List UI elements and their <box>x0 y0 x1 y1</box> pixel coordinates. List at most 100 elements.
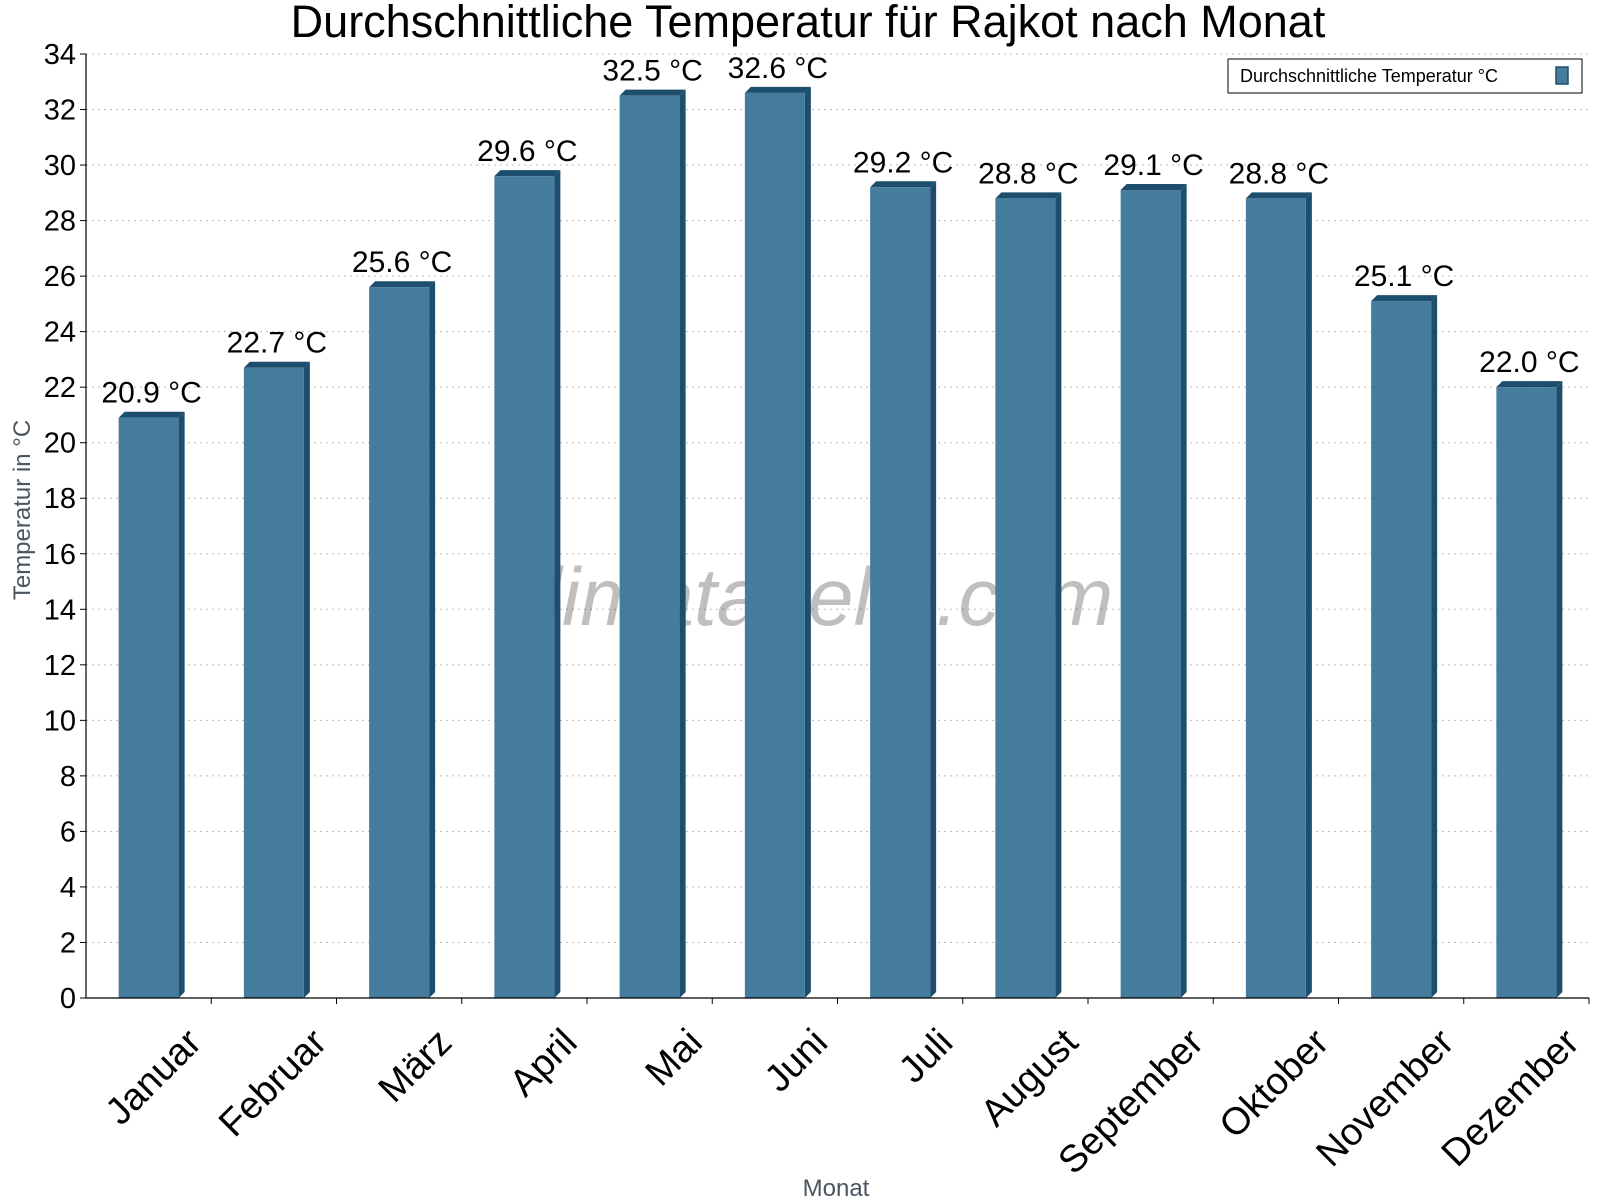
bar-top <box>744 86 811 93</box>
data-labels: 20.9 °C 22.7 °C 25.6 °C 29.6 °C 32.5 °C 32.6 … <box>101 52 1579 410</box>
data-label: 28.8 °C <box>1229 157 1329 190</box>
data-label: 22.7 °C <box>227 327 327 360</box>
y-tick-label: 18 <box>44 483 76 515</box>
bar-august <box>995 192 1062 998</box>
bar-juni <box>744 86 811 998</box>
y-tick-label: 6 <box>60 816 76 848</box>
x-axis-label: Monat <box>803 1175 870 1200</box>
bar-oktober <box>1245 192 1312 998</box>
bar-top <box>1245 192 1312 199</box>
bar-februar <box>243 361 310 998</box>
bar-side <box>679 89 686 999</box>
bar-top <box>1120 184 1187 191</box>
bar-side <box>1055 192 1062 998</box>
bar-front <box>1371 301 1432 998</box>
data-label: 20.9 °C <box>101 377 201 410</box>
data-label: 25.6 °C <box>352 246 452 279</box>
bar-april <box>494 170 561 999</box>
bar-front <box>619 95 680 999</box>
x-tick-label: Mai <box>638 1021 711 1094</box>
x-tick-label: Februar <box>211 1021 335 1145</box>
bar-side <box>804 86 811 998</box>
bar-front <box>744 92 805 998</box>
bar-januar <box>118 411 185 998</box>
bar-top <box>369 281 436 288</box>
chart-title: Durchschnittliche Temperatur für Rajkot … <box>291 0 1326 47</box>
data-label: 29.6 °C <box>477 135 577 168</box>
legend-box <box>1227 58 1583 94</box>
y-tick-label: 2 <box>60 927 76 959</box>
x-tick-label: Juni <box>757 1021 836 1100</box>
bar-juli <box>870 181 937 999</box>
bar-mai <box>619 89 686 999</box>
y-tick-label: 20 <box>44 428 76 460</box>
bar-front <box>494 176 555 999</box>
bar-märz <box>369 281 436 999</box>
y-tick-label: 14 <box>44 594 76 626</box>
bar-top <box>243 361 310 368</box>
bar-front <box>1245 198 1306 998</box>
bar-side <box>1431 295 1438 998</box>
y-tick-label: 24 <box>44 317 76 349</box>
y-tick-label: 32 <box>44 95 76 127</box>
y-tick-label: 4 <box>60 872 76 904</box>
bar-side <box>178 411 185 998</box>
bars <box>118 86 1563 999</box>
x-tick-label: März <box>371 1021 460 1110</box>
bar-front <box>870 187 931 999</box>
y-tick-label: 16 <box>44 539 76 571</box>
x-tick-label: Januar <box>98 1021 210 1133</box>
bar-front <box>243 367 304 998</box>
bar-side <box>1305 192 1312 998</box>
data-label: 29.2 °C <box>853 146 953 179</box>
y-tick-label: 30 <box>44 150 76 182</box>
bar-front <box>369 287 430 999</box>
y-tick-label: 26 <box>44 261 76 293</box>
bar-top <box>1371 295 1438 302</box>
y-tick-label: 22 <box>44 372 76 404</box>
data-label: 25.1 °C <box>1354 260 1454 293</box>
bar-top <box>1496 381 1563 388</box>
bar-top <box>118 411 185 418</box>
legend-swatch <box>1555 66 1569 85</box>
data-label: 22.0 °C <box>1479 346 1579 379</box>
bar-top <box>870 181 937 188</box>
x-axis-ticks: Januar Februar März April Mai Juni Juli AugustS… <box>98 998 1590 1182</box>
axes <box>85 54 1589 999</box>
x-tick-label: Oktober <box>1212 1021 1338 1147</box>
legend: Durchschnittliche Temperatur °C <box>1227 58 1583 94</box>
y-tick-label: 8 <box>60 761 76 793</box>
bar-front <box>1496 387 1557 998</box>
y-axis-label: Temperatur in °C <box>9 420 36 600</box>
data-label: 32.5 °C <box>602 55 702 88</box>
bar-front <box>118 417 179 998</box>
bar-side <box>930 181 937 999</box>
bar-side <box>303 361 310 998</box>
bar-top <box>995 192 1062 199</box>
y-tick-label: 28 <box>44 206 76 238</box>
x-tick-label: April <box>502 1021 585 1104</box>
data-label: 32.6 °C <box>728 52 828 85</box>
bar-front <box>1120 190 1181 998</box>
y-tick-label: 34 <box>44 39 76 71</box>
y-tick-label: 10 <box>44 705 76 737</box>
x-tick-label: Dezember <box>1434 1021 1588 1175</box>
legend-label: Durchschnittliche Temperatur °C <box>1240 66 1498 86</box>
bar-top <box>619 89 686 96</box>
bar-top <box>494 170 561 177</box>
bar-side <box>429 281 436 999</box>
grid-lines <box>86 53 1589 943</box>
y-tick-label: 12 <box>44 650 76 682</box>
data-label: 28.8 °C <box>978 157 1078 190</box>
bar-dezember <box>1496 381 1563 998</box>
bar-september <box>1120 184 1187 998</box>
bar-november <box>1371 295 1438 998</box>
data-label: 29.1 °C <box>1103 149 1203 182</box>
x-tick-label: Juli <box>891 1021 961 1091</box>
bar-side <box>554 170 561 999</box>
x-tick-label: August <box>973 1021 1087 1135</box>
bar-front <box>995 198 1056 998</box>
bar-side <box>1180 184 1187 998</box>
